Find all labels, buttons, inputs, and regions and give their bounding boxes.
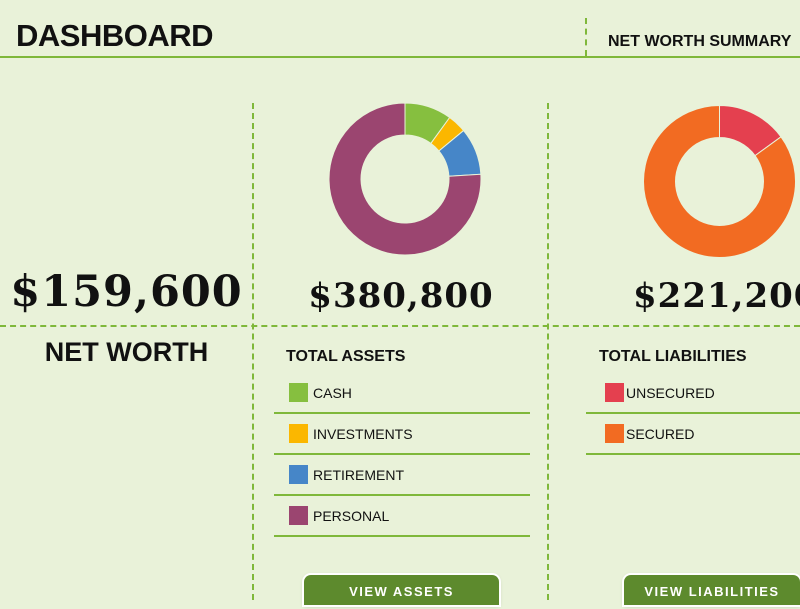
total-assets-value: $380,800 xyxy=(308,276,494,316)
legend-item-cash: CASH xyxy=(274,373,530,414)
cash-swatch xyxy=(289,383,308,402)
assets-legend: CASH INVESTMENTS RETIREMENT PERSONAL xyxy=(274,373,530,537)
total-liabilities-title: TOTAL LIABILITIES xyxy=(599,348,747,365)
legend-label: UNSECURED xyxy=(626,384,715,401)
total-assets-title: TOTAL ASSETS xyxy=(286,348,406,365)
legend-label: RETIREMENT xyxy=(313,466,404,483)
unsecured-swatch xyxy=(605,383,624,402)
assets-donut-chart xyxy=(328,102,482,256)
legend-item-retirement: RETIREMENT xyxy=(274,455,530,496)
secured-swatch xyxy=(605,424,624,443)
liabilities-legend: UNSECURED SECURED xyxy=(586,373,800,455)
header-rule xyxy=(0,56,800,58)
investments-swatch xyxy=(289,424,308,443)
row-divider xyxy=(0,325,800,327)
column-divider-2 xyxy=(547,103,549,600)
page-subtitle: NET WORTH SUMMARY xyxy=(608,33,792,50)
view-assets-button[interactable]: VIEW ASSETS xyxy=(304,575,499,605)
net-worth-label: NET WORTH xyxy=(44,337,209,367)
legend-label: SECURED xyxy=(626,425,695,442)
legend-label: PERSONAL xyxy=(313,507,390,524)
retirement-swatch xyxy=(289,465,308,484)
legend-label: INVESTMENTS xyxy=(313,425,413,442)
personal-swatch xyxy=(289,506,308,525)
view-liabilities-button[interactable]: VIEW LIABILITIES xyxy=(624,575,800,605)
net-worth-value: $159,600 xyxy=(10,267,243,317)
liabilities-donut-chart xyxy=(643,105,796,258)
legend-item-personal: PERSONAL xyxy=(274,496,530,537)
legend-item-investments: INVESTMENTS xyxy=(274,414,530,455)
legend-label: CASH xyxy=(313,384,352,401)
total-liabilities-value: $221,200 xyxy=(633,276,800,316)
slice-secured xyxy=(643,105,796,258)
legend-item-unsecured: UNSECURED xyxy=(586,373,800,414)
slice-personal xyxy=(328,102,482,256)
column-divider-1 xyxy=(252,103,254,600)
page-title: DASHBOARD xyxy=(16,18,214,53)
header-divider xyxy=(585,18,587,56)
legend-item-secured: SECURED xyxy=(586,414,800,455)
